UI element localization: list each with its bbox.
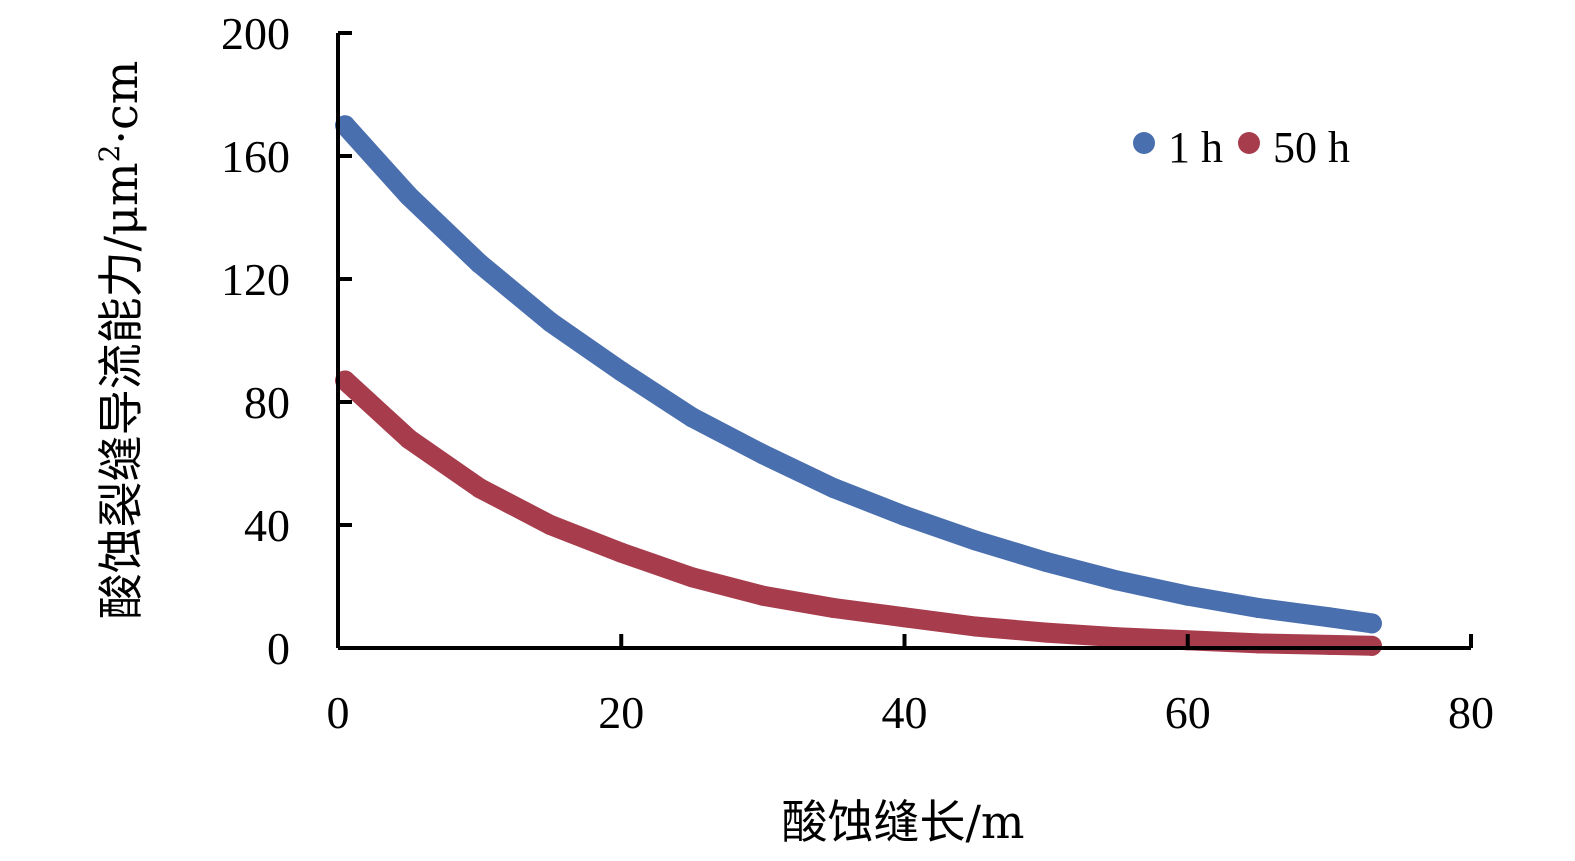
x-tick-label: 40 bbox=[882, 687, 928, 738]
y-axis-title-superscript: 2 bbox=[93, 145, 126, 163]
data-point bbox=[682, 407, 703, 428]
data-point bbox=[1106, 627, 1127, 648]
data-point bbox=[1361, 613, 1382, 634]
legend-marker bbox=[1238, 132, 1260, 154]
data-point bbox=[398, 185, 419, 206]
data-point bbox=[965, 530, 986, 551]
y-axis-title-main: 酸蚀裂缝导流能力/μm bbox=[94, 162, 148, 619]
x-tick-label: 20 bbox=[598, 687, 644, 738]
x-tick-label: 0 bbox=[327, 687, 350, 738]
y-tick-label: 80 bbox=[244, 377, 290, 428]
data-point bbox=[611, 542, 632, 563]
legend-marker bbox=[1133, 132, 1155, 154]
data-point bbox=[823, 478, 844, 499]
data-point bbox=[335, 115, 356, 136]
data-point bbox=[1248, 598, 1269, 619]
y-tick-label: 0 bbox=[267, 623, 290, 674]
data-point bbox=[1177, 585, 1198, 606]
data-point bbox=[894, 505, 915, 526]
data-point bbox=[335, 370, 356, 391]
data-point bbox=[1036, 622, 1057, 643]
y-tick-label: 200 bbox=[221, 8, 290, 59]
data-point bbox=[1361, 635, 1382, 656]
legend-label: 50 h bbox=[1273, 123, 1350, 172]
y-tick-label: 160 bbox=[221, 131, 290, 182]
data-point bbox=[1106, 570, 1127, 591]
data-point bbox=[965, 616, 986, 637]
data-point bbox=[823, 598, 844, 619]
data-point bbox=[894, 607, 915, 628]
data-point bbox=[1319, 634, 1340, 655]
legend: 1 h 50 h bbox=[1133, 123, 1350, 172]
series-line bbox=[335, 370, 1382, 656]
data-point bbox=[1248, 633, 1269, 654]
series-1 bbox=[335, 115, 1382, 634]
data-point bbox=[398, 428, 419, 449]
series-2 bbox=[335, 370, 1382, 656]
x-tick-label: 60 bbox=[1165, 687, 1211, 738]
data-point bbox=[1036, 551, 1057, 572]
data-point bbox=[1319, 607, 1340, 628]
y-tick-label: 40 bbox=[244, 500, 290, 551]
data-point bbox=[469, 478, 490, 499]
x-tick-label: 80 bbox=[1448, 687, 1494, 738]
data-point bbox=[540, 312, 561, 333]
data-point bbox=[469, 253, 490, 274]
y-ticks: 0 40 80 120 160 200 bbox=[221, 8, 352, 674]
data-point bbox=[682, 567, 703, 588]
y-tick-label: 120 bbox=[221, 254, 290, 305]
data-point bbox=[752, 444, 773, 465]
series-layer bbox=[335, 115, 1382, 656]
x-axis-title: 酸蚀缝长/m bbox=[781, 795, 1024, 849]
y-axis-title: 酸蚀裂缝导流能力/μm2·cm bbox=[93, 61, 148, 620]
data-point bbox=[752, 585, 773, 606]
y-axis-title-unit: ·cm bbox=[94, 61, 148, 145]
data-point bbox=[540, 515, 561, 535]
legend-label: 1 h bbox=[1168, 123, 1223, 172]
x-ticks: 0 20 40 60 80 bbox=[327, 634, 1494, 738]
data-point bbox=[611, 361, 632, 382]
series-line bbox=[335, 115, 1382, 634]
